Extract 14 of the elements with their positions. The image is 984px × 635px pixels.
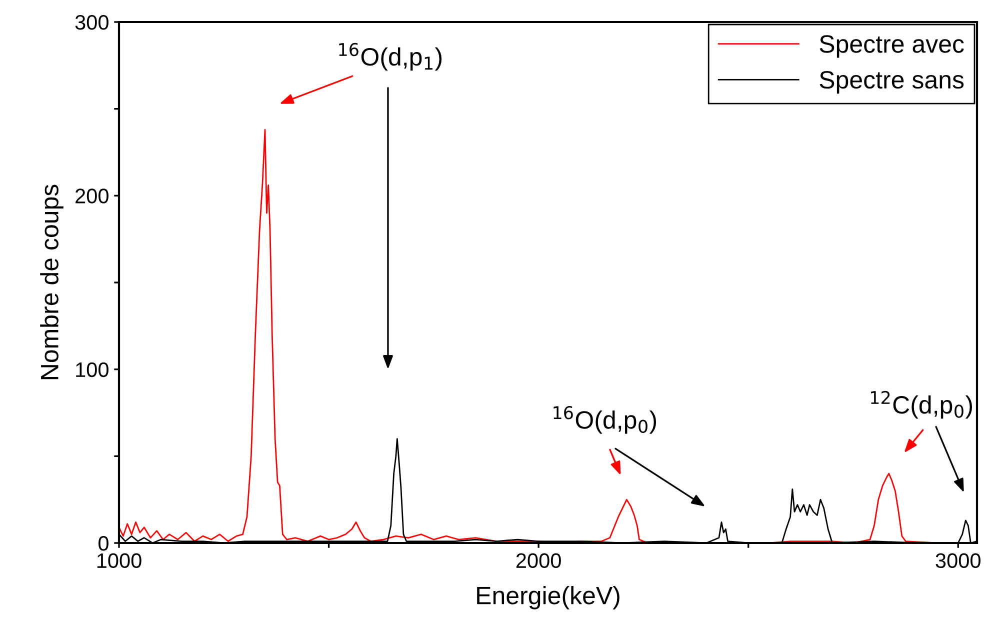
x-tick-label: 1000 bbox=[97, 553, 142, 568]
x-tick-label: 2000 bbox=[516, 553, 561, 568]
y-tick-label: 100 bbox=[76, 362, 108, 378]
legend-label: Spectre sans bbox=[820, 70, 964, 94]
y-tick-label: 0 bbox=[98, 536, 108, 551]
y-tick-label: 300 bbox=[75, 15, 108, 30]
y-tick-label: 200 bbox=[76, 188, 108, 204]
y-axis-title: Nombre de coups bbox=[40, 184, 64, 380]
x-axis-title: Energie(keV) bbox=[477, 586, 620, 610]
annotation: $^{12}$C(d,p$_{0}$) bbox=[871, 390, 972, 419]
legend-label: Spectre avec bbox=[820, 35, 964, 58]
annotation: $^{16}$O(d,p$_{1}$) bbox=[339, 42, 442, 71]
annotation: $^{16}$O(d,p$_{0}$) bbox=[554, 406, 656, 434]
x-tick-label: 3000 bbox=[936, 553, 980, 568]
